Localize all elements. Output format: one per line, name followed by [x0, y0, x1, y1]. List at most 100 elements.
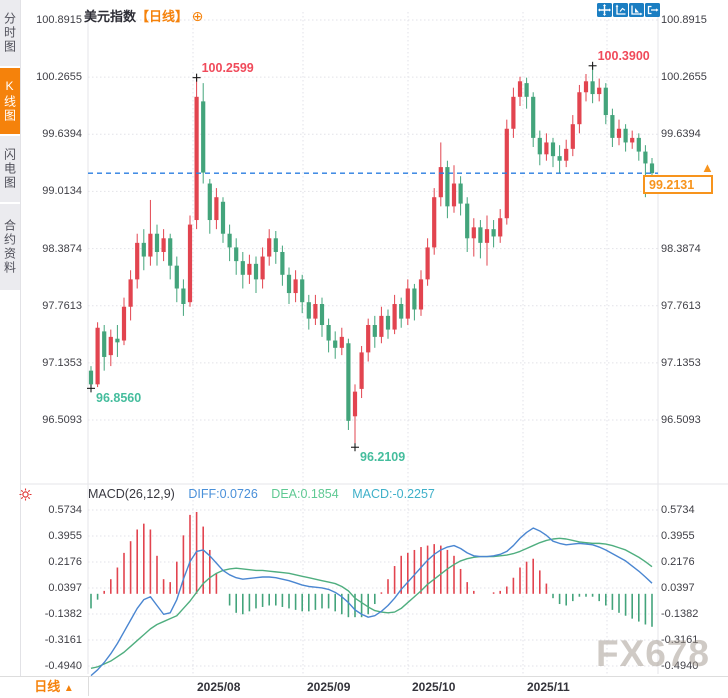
price-axis-label: 99.6394 — [42, 128, 82, 141]
sidebar-tab-time-chart[interactable]: 分时图 — [0, 0, 20, 66]
candle — [583, 81, 589, 93]
candle — [623, 128, 628, 143]
candle — [174, 265, 179, 289]
candle — [399, 304, 404, 319]
latest-price-marker-icon[interactable]: ▲ — [701, 160, 714, 175]
sidebar-tab-kline-chart[interactable]: K线图 — [0, 68, 20, 134]
macd-axis-label: -0.3161 — [44, 634, 82, 646]
candle — [194, 96, 199, 221]
candle — [306, 302, 311, 319]
price-axis-label: 100.8915 — [36, 14, 82, 26]
x-axis-label: 2025/10 — [412, 680, 456, 694]
candle — [339, 336, 344, 348]
candle — [445, 167, 450, 207]
candle — [537, 137, 542, 155]
price-axis-label: 99.6394 — [661, 128, 701, 141]
macd-axis-label: 0.0397 — [48, 582, 82, 594]
candle — [181, 288, 186, 305]
candle — [372, 325, 377, 337]
price-axis-label: 99.0134 — [42, 185, 82, 198]
reset-view-icon[interactable] — [645, 3, 660, 17]
x-axis-scale-icon[interactable] — [629, 3, 644, 17]
period-arrow-icon: ▲ — [63, 683, 74, 694]
candle — [300, 279, 305, 303]
candle — [154, 233, 160, 252]
macd-axis-label: 0.2176 — [661, 556, 695, 568]
x-axis-label: 2025/09 — [307, 680, 351, 694]
macd-value: MACD:-0.2257 — [352, 487, 435, 501]
dea-line — [90, 537, 653, 670]
candle — [260, 256, 265, 280]
candle — [517, 81, 523, 97]
candle — [412, 288, 417, 310]
candle — [491, 229, 496, 237]
candle — [465, 203, 470, 239]
price-axis-label: 97.7613 — [42, 299, 82, 312]
macd-axis-label: -0.4940 — [661, 660, 699, 672]
watermark: FX678 — [596, 633, 711, 674]
candle — [247, 263, 252, 275]
candle — [313, 304, 318, 319]
add-indicator-icon[interactable]: ⊕ — [191, 8, 204, 24]
candle — [524, 83, 529, 97]
candle — [616, 128, 622, 138]
candle — [135, 242, 140, 280]
candle — [253, 263, 259, 280]
candle — [267, 238, 272, 257]
sidebar-tab-lightning-chart[interactable]: 闪电图 — [0, 136, 20, 202]
symbol-name: 美元指数 — [84, 9, 137, 24]
diff-value: DIFF:0.0726 — [188, 487, 258, 501]
macd-axis-label: -0.1382 — [661, 608, 699, 620]
chart-toolbar — [597, 3, 660, 17]
candle — [88, 370, 94, 385]
chart-title: 美元指数【日线】 ⊕ — [84, 6, 203, 25]
candle — [531, 96, 536, 138]
candle — [564, 148, 569, 161]
candle — [478, 227, 483, 243]
price-axis-label: 98.3874 — [42, 242, 82, 255]
candle — [425, 247, 430, 280]
move-icon[interactable] — [597, 3, 612, 17]
candle — [95, 327, 100, 385]
period-label: 日线 — [34, 679, 61, 694]
candle — [102, 331, 107, 357]
candle — [451, 183, 457, 207]
macd-axis-label: 0.5734 — [48, 504, 82, 516]
y-axis-scale-icon[interactable] — [613, 3, 628, 17]
candle — [385, 315, 391, 330]
candle — [577, 92, 582, 125]
macd-axis-label: -0.3161 — [661, 634, 699, 646]
candle — [346, 343, 351, 421]
candle — [597, 87, 602, 95]
low-price-annotation: 96.2109 — [360, 450, 406, 465]
price-axis-label: 100.8915 — [661, 14, 707, 26]
candle — [333, 340, 338, 348]
macd-axis-label: 0.5734 — [661, 504, 695, 516]
candle — [121, 306, 127, 341]
period-selector[interactable]: 日线 ▲ — [20, 677, 89, 696]
candle — [115, 338, 120, 343]
candle — [418, 279, 424, 310]
sidebar: 分时图 K线图 闪电图 合约资料 — [0, 0, 21, 696]
candle — [148, 233, 153, 257]
candle — [141, 242, 146, 257]
candle — [240, 261, 245, 275]
last-price-box: 99.2131 — [643, 175, 713, 194]
candle — [379, 315, 384, 337]
period-tag: 【日线】 — [136, 9, 189, 24]
macd-axis-label: 0.0397 — [661, 582, 695, 594]
candle — [187, 224, 193, 303]
candle — [161, 238, 166, 252]
indicator-settings-icon[interactable] — [19, 488, 32, 501]
high-price-annotation: 100.3900 — [597, 48, 650, 63]
candle — [366, 325, 371, 353]
candle — [392, 304, 397, 330]
macd-axis-label: -0.1382 — [44, 608, 82, 620]
candle — [498, 218, 503, 237]
candle — [570, 124, 575, 149]
sidebar-tab-contract-info[interactable]: 合约资料 — [0, 204, 20, 290]
candle — [511, 96, 516, 129]
candle — [108, 336, 113, 356]
candle — [636, 137, 641, 152]
